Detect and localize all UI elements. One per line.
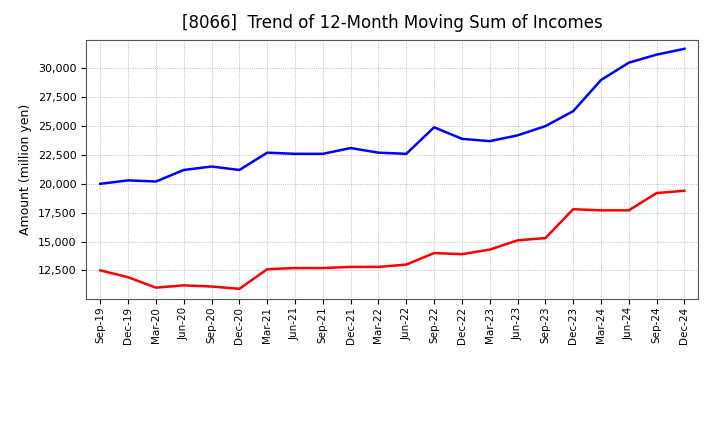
Net Income [179, 283, 188, 288]
Net Income [124, 275, 132, 280]
Ordinary Income [346, 145, 355, 150]
Net Income [207, 284, 216, 289]
Net Income [458, 252, 467, 257]
Ordinary Income [513, 133, 522, 138]
Net Income [624, 208, 633, 213]
Ordinary Income [96, 181, 104, 187]
Ordinary Income [680, 46, 689, 51]
Net Income [402, 262, 410, 267]
Ordinary Income [569, 109, 577, 114]
Net Income [569, 206, 577, 212]
Net Income [430, 250, 438, 256]
Net Income [485, 247, 494, 252]
Ordinary Income [458, 136, 467, 142]
Ordinary Income [374, 150, 383, 155]
Y-axis label: Amount (million yen): Amount (million yen) [19, 104, 32, 235]
Ordinary Income [485, 139, 494, 144]
Ordinary Income [124, 178, 132, 183]
Ordinary Income [624, 60, 633, 65]
Ordinary Income [263, 150, 271, 155]
Ordinary Income [152, 179, 161, 184]
Net Income [291, 265, 300, 271]
Ordinary Income [597, 77, 606, 83]
Net Income [597, 208, 606, 213]
Net Income [318, 265, 327, 271]
Net Income [513, 238, 522, 243]
Ordinary Income [235, 167, 243, 172]
Net Income [374, 264, 383, 270]
Ordinary Income [402, 151, 410, 157]
Ordinary Income [318, 151, 327, 157]
Title: [8066]  Trend of 12-Month Moving Sum of Incomes: [8066] Trend of 12-Month Moving Sum of I… [182, 15, 603, 33]
Net Income [96, 268, 104, 273]
Net Income [346, 264, 355, 270]
Net Income [152, 285, 161, 290]
Ordinary Income [652, 52, 661, 57]
Ordinary Income [207, 164, 216, 169]
Net Income [235, 286, 243, 291]
Ordinary Income [541, 124, 550, 129]
Net Income [541, 235, 550, 241]
Line: Net Income: Net Income [100, 191, 685, 289]
Line: Ordinary Income: Ordinary Income [100, 49, 685, 184]
Net Income [680, 188, 689, 194]
Net Income [263, 267, 271, 272]
Ordinary Income [179, 167, 188, 172]
Ordinary Income [430, 125, 438, 130]
Net Income [652, 191, 661, 196]
Ordinary Income [291, 151, 300, 157]
